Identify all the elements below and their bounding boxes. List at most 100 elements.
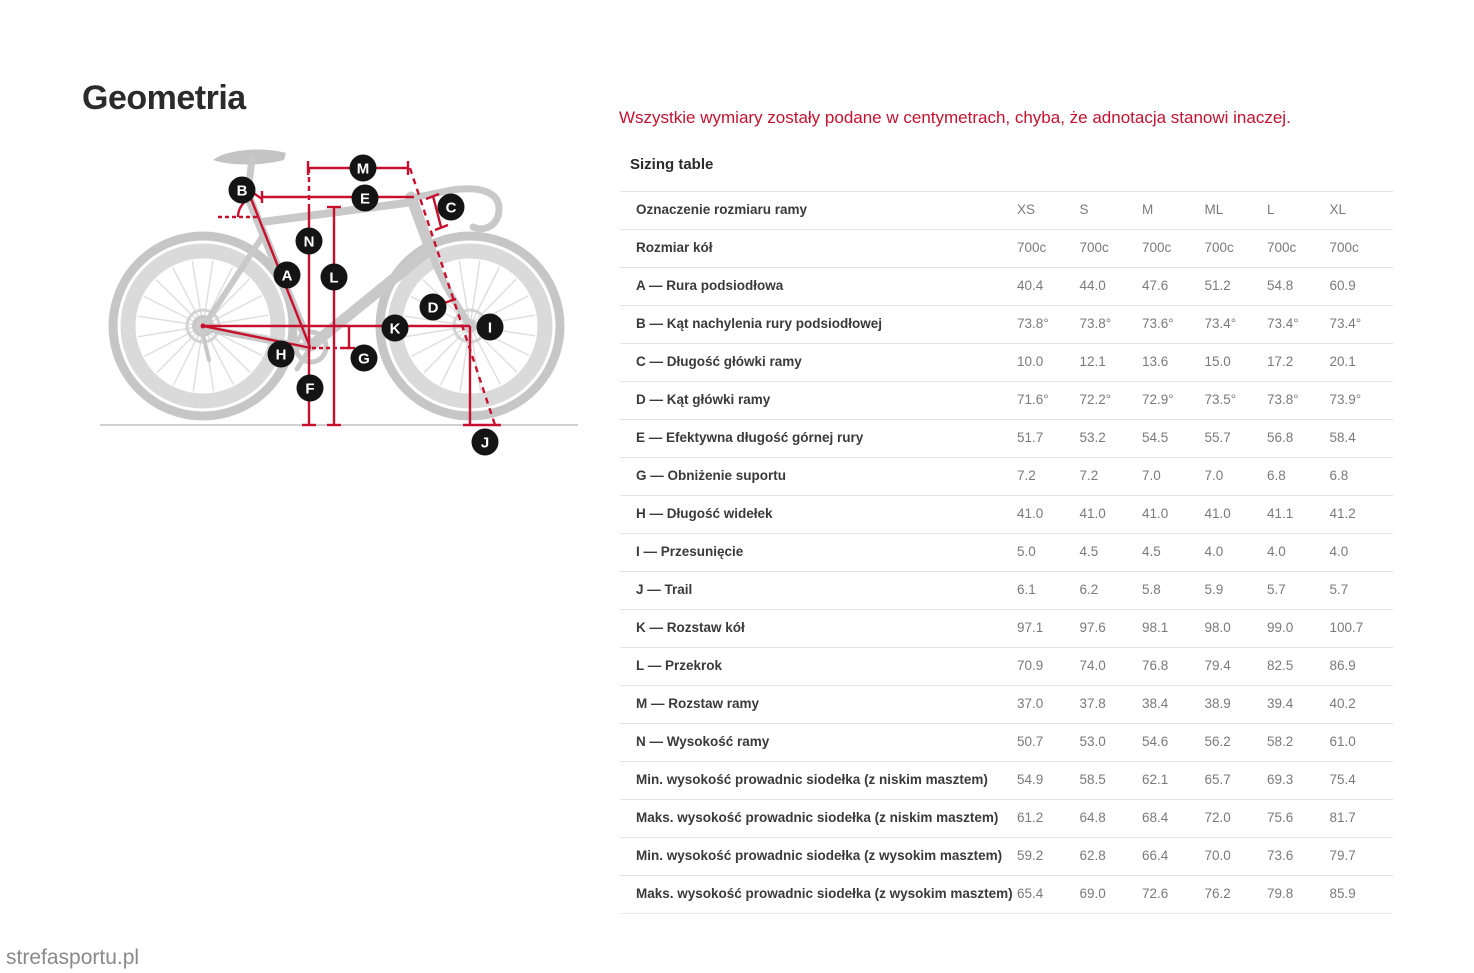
row-value: 58.5 [1079, 772, 1106, 788]
row-value: 62.1 [1142, 772, 1169, 788]
row-value: 37.8 [1079, 696, 1106, 712]
row-value: 61.2 [1017, 810, 1044, 826]
table-row: L — Przekrok 70.9 74.0 76.8 79.4 82.5 86.9 [620, 647, 1393, 685]
row-value: 72.6 [1142, 886, 1169, 902]
row-value: 5.7 [1267, 582, 1286, 598]
row-value: 38.4 [1142, 696, 1169, 712]
measure-C-tick-top [425, 192, 440, 201]
diagram-markers: B ME C NA L D K I H G F J [228, 154, 504, 456]
svg-text:J: J [481, 435, 489, 452]
row-value: 56.2 [1204, 734, 1231, 750]
diagram-marker-A: A [273, 261, 301, 289]
row-label: A — Rura podsiodłowa [636, 278, 784, 294]
watermark: strefasportu.pl [6, 946, 140, 969]
row-value: 17.2 [1267, 354, 1294, 370]
row-value: 73.5° [1204, 392, 1237, 408]
table-row: N — Wysokość ramy 50.7 53.0 54.6 56.2 58.2 61… [620, 723, 1393, 761]
row-value: 6.8 [1267, 468, 1286, 484]
measure-C-line [431, 195, 443, 228]
row-value: 58.4 [1329, 430, 1356, 446]
row-label: E — Efektywna długość górnej rury [636, 430, 864, 446]
row-label: Oznaczenie rozmiaru ramy [636, 202, 808, 218]
row-value: 73.8° [1017, 316, 1049, 332]
row-value: 68.4 [1142, 810, 1169, 826]
row-value: 69.0 [1079, 886, 1106, 902]
row-value: 47.6 [1142, 278, 1169, 294]
row-value: 98.0 [1204, 620, 1231, 636]
down-tube [305, 244, 435, 352]
row-value: 70.9 [1017, 658, 1044, 674]
table-row: M — Rozstaw ramy 37.0 37.8 38.4 38.9 39.4 40.… [620, 685, 1393, 723]
row-label: B — Kąt nachylenia rury podsiodłowej [636, 316, 883, 332]
diagram-marker-B: B [228, 176, 256, 204]
table-row: Rozmiar kół 700c 700c 700c 700c 700c 700c [620, 229, 1393, 267]
row-value: 51.2 [1204, 278, 1231, 294]
row-label: Min. wysokość prowadnic siodełka (z wyso… [636, 848, 1003, 864]
row-value: 60.9 [1329, 278, 1356, 294]
table-row: K — Rozstaw kół 97.1 97.6 98.1 98.0 99.0 100.… [620, 609, 1393, 647]
row-value: 41.0 [1142, 506, 1169, 522]
row-label: K — Rozstaw kół [636, 620, 745, 636]
units-note: Wszystkie wymiary zostały podane w centy… [619, 108, 1291, 127]
table-row: G — Obniżenie suportu 7.2 7.2 7.0 7.0 6.8 6.8 [620, 457, 1393, 495]
row-value: 79.7 [1329, 848, 1356, 864]
row-value: 50.7 [1017, 734, 1044, 750]
row-value: 73.9° [1329, 392, 1362, 408]
row-value: 64.8 [1079, 810, 1106, 826]
svg-text:N: N [304, 234, 315, 251]
row-value: 37.0 [1017, 696, 1044, 712]
row-value: 99.0 [1267, 620, 1294, 636]
row-value: 71.6° [1017, 392, 1049, 408]
row-value: 4.5 [1079, 544, 1099, 560]
row-label: J — Trail [636, 582, 693, 598]
row-value: 75.6 [1267, 810, 1294, 826]
row-value: XL [1329, 202, 1347, 218]
row-value: 73.4° [1267, 316, 1299, 332]
table-row: I — Przesunięcie 5.0 4.5 4.5 4.0 4.0 4.0 [620, 533, 1393, 571]
geometry-table: Oznaczenie rozmiaru ramy XS S M ML L XL Rozmi… [620, 191, 1393, 914]
row-value: 100.7 [1329, 620, 1364, 636]
row-value: 59.2 [1017, 848, 1044, 864]
row-value: 81.7 [1329, 810, 1356, 826]
row-value: M [1142, 202, 1154, 218]
row-value: 62.8 [1079, 848, 1106, 864]
row-value: 4.5 [1142, 544, 1161, 560]
row-value: 5.7 [1329, 582, 1349, 598]
row-value: 700c [1267, 240, 1297, 256]
row-value: ML [1204, 202, 1224, 218]
table-row: Maks. wysokość prowadnic siodełka (z nis… [620, 799, 1393, 837]
row-value: 10.0 [1017, 354, 1044, 370]
svg-text:D: D [428, 300, 439, 317]
row-value: 58.2 [1267, 734, 1294, 750]
row-value: 6.2 [1079, 582, 1099, 598]
svg-text:E: E [360, 191, 370, 208]
row-value: XS [1017, 202, 1036, 218]
page-title: Geometria [82, 78, 246, 117]
table-row: A — Rura podsiodłowa 40.4 44.0 47.6 51.2 54.… [620, 267, 1393, 305]
diagram-marker-I: I [476, 313, 504, 341]
row-value: 41.0 [1079, 506, 1106, 522]
head-tube [405, 191, 437, 257]
row-value: 79.8 [1267, 886, 1294, 902]
seat-stay [201, 231, 267, 329]
row-value: 4.0 [1267, 544, 1286, 560]
bike-geometry-diagram: B ME C NA L D K I H G F J [100, 149, 578, 456]
measure-C-tick-bottom [434, 223, 449, 232]
table-row: Min. wysokość prowadnic siodełka (z wyso… [620, 837, 1393, 875]
row-value: 61.0 [1329, 734, 1356, 750]
row-value: 5.9 [1204, 582, 1224, 598]
row-value: 13.6 [1142, 354, 1169, 370]
row-value: 51.7 [1017, 430, 1044, 446]
svg-text:F: F [305, 381, 314, 398]
row-value: 72.0 [1204, 810, 1231, 826]
row-value: L [1267, 202, 1275, 218]
row-value: 41.0 [1017, 506, 1044, 522]
svg-text:B: B [237, 183, 248, 200]
svg-text:L: L [329, 270, 338, 287]
row-value: 40.2 [1329, 696, 1356, 712]
svg-text:C: C [446, 200, 457, 217]
row-value: 56.8 [1267, 430, 1294, 446]
row-value: 65.7 [1204, 772, 1231, 788]
row-label: N — Wysokość ramy [636, 734, 770, 750]
row-value: 700c [1079, 240, 1109, 256]
